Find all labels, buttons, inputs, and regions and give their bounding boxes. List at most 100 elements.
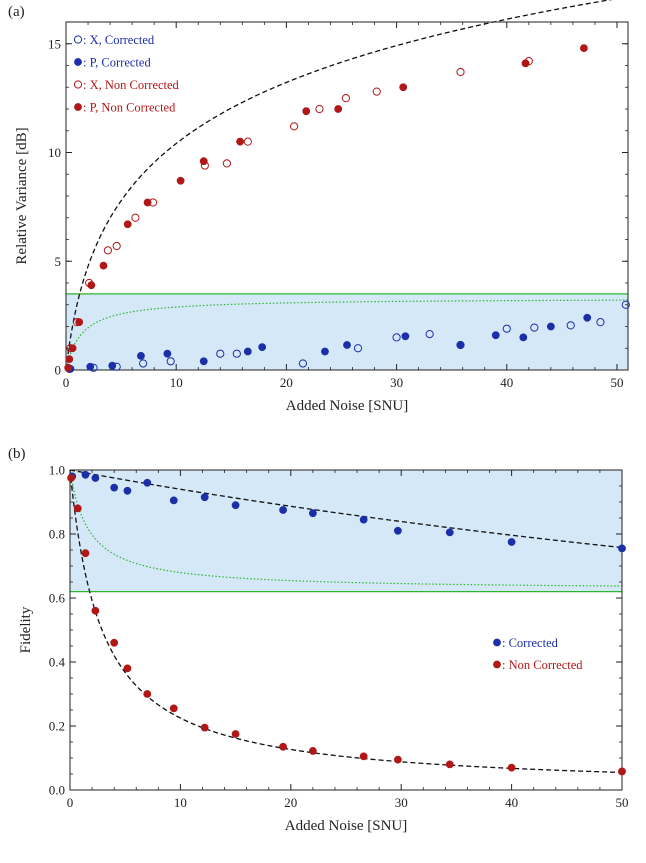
data-point	[200, 493, 209, 502]
legend-marker	[73, 35, 83, 44]
data-point	[507, 538, 516, 546]
data-point	[143, 198, 152, 207]
data-point	[491, 331, 500, 340]
y-tick-label: 1.0	[49, 463, 65, 478]
y-tick-label: 10	[48, 145, 61, 160]
x-tick-label: 0	[67, 795, 74, 810]
data-point	[169, 704, 178, 713]
data-point	[580, 44, 588, 52]
data-point	[200, 723, 209, 732]
legend-entry: : P, Non Corrected	[83, 101, 176, 115]
data-point	[232, 349, 241, 358]
series-1	[67, 474, 626, 776]
y-axis-label: Fidelity	[18, 606, 34, 653]
data-point	[166, 357, 175, 366]
data-point	[308, 747, 317, 755]
y-tick-label: 0.4	[49, 655, 66, 670]
data-point	[231, 501, 240, 510]
data-point	[359, 515, 368, 524]
data-point	[530, 323, 539, 332]
data-point	[372, 87, 381, 96]
data-point	[231, 730, 240, 738]
x-tick-label: 20	[280, 375, 293, 390]
data-point	[110, 483, 119, 492]
y-axis-label: Relative Variance [dB]	[14, 127, 30, 264]
x-tick-label: 50	[610, 375, 623, 390]
data-point	[308, 509, 317, 518]
data-point	[139, 359, 148, 368]
y-tick-label: 15	[48, 36, 61, 51]
data-point	[91, 474, 100, 482]
data-point	[621, 300, 630, 309]
data-point	[86, 362, 95, 371]
panel-label: (a)	[8, 4, 25, 20]
data-point	[73, 504, 82, 513]
x-tick-label: 20	[284, 795, 297, 810]
data-point	[399, 83, 408, 92]
data-point	[110, 638, 119, 647]
data-point	[143, 690, 152, 698]
data-point	[258, 343, 267, 352]
data-point	[236, 137, 245, 146]
fit-curve	[65, 0, 613, 371]
data-point	[315, 104, 324, 114]
data-point	[91, 606, 100, 615]
data-point	[290, 122, 299, 131]
legend-entry: : P, Corrected	[83, 56, 151, 70]
series-1	[66, 313, 592, 373]
data-point	[583, 313, 592, 322]
x-axis-label: Added Noise [SNU]	[286, 398, 408, 414]
data-point	[445, 760, 454, 769]
data-point	[243, 347, 252, 356]
legend-marker	[493, 638, 501, 647]
data-point	[199, 357, 208, 366]
y-tick-label: 0.2	[49, 719, 65, 734]
data-point	[81, 549, 90, 558]
data-point	[334, 105, 343, 113]
data-point	[123, 664, 132, 673]
data-point	[81, 470, 90, 479]
data-point	[123, 486, 132, 495]
data-point	[596, 318, 605, 327]
x-tick-label: 30	[395, 795, 408, 810]
data-point	[566, 321, 575, 330]
data-point	[216, 349, 225, 358]
legend-entry: : Non Corrected	[502, 658, 583, 672]
data-point	[68, 344, 77, 353]
data-point	[393, 526, 402, 535]
data-point	[321, 347, 329, 356]
data-point	[67, 474, 75, 482]
series-0	[68, 470, 626, 553]
y-tick-label: 0.0	[49, 783, 65, 798]
x-tick-label: 40	[500, 375, 513, 390]
data-point	[137, 351, 145, 360]
data-point	[65, 355, 74, 364]
data-point	[359, 752, 368, 761]
data-point	[425, 330, 434, 339]
legend-entry: : X, Non Corrected	[83, 78, 180, 92]
data-point	[502, 324, 511, 333]
fit-curve	[69, 469, 623, 549]
data-point	[521, 59, 530, 68]
data-point	[222, 159, 231, 168]
data-point	[302, 107, 311, 116]
legend-entry: : Corrected	[502, 636, 559, 650]
data-point	[519, 333, 528, 342]
x-tick-label: 10	[170, 375, 183, 390]
y-tick-label: 0	[55, 363, 62, 378]
data-point	[393, 755, 402, 764]
data-point	[298, 359, 308, 368]
data-point	[353, 344, 363, 353]
data-point	[108, 361, 117, 370]
data-point	[279, 742, 287, 751]
data-point	[87, 281, 96, 290]
panel-a: 0 10 20 30 40 50 0 5 10 15 Added Noise [SNU] Relati…	[8, 0, 630, 414]
shaded-region	[66, 293, 628, 370]
data-point	[445, 528, 454, 537]
data-point	[112, 241, 121, 251]
data-point	[456, 67, 465, 77]
data-point	[456, 341, 465, 349]
y-tick-label: 0.6	[49, 591, 66, 606]
data-point	[343, 341, 351, 349]
